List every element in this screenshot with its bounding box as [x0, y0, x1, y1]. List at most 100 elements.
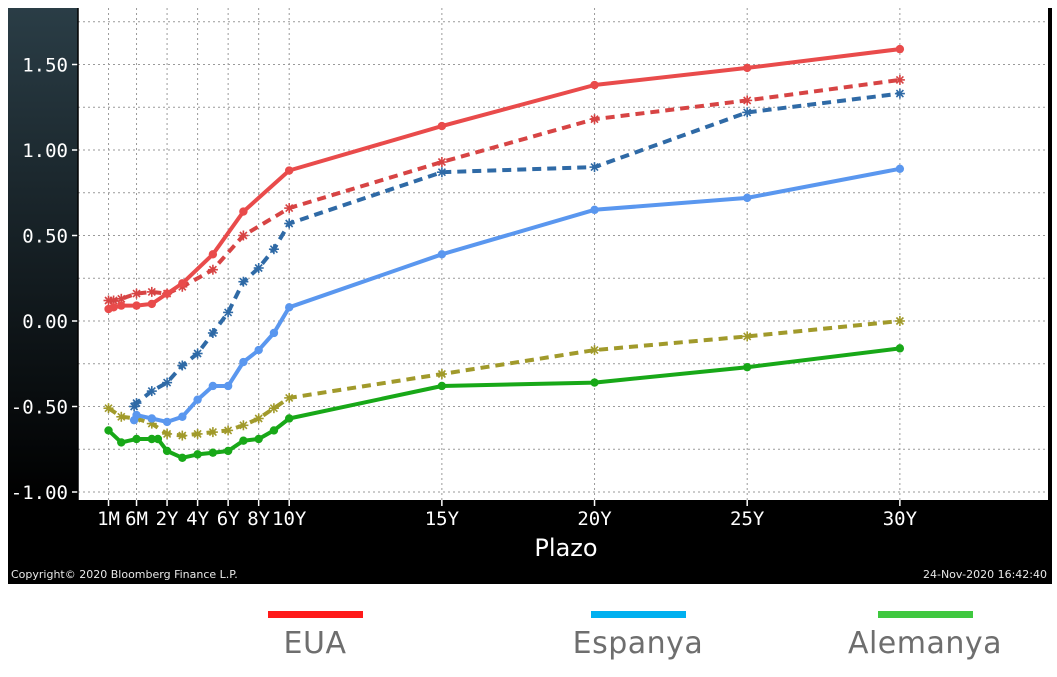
y-tick: 1.50 — [22, 55, 78, 77]
series-line — [132, 91, 901, 408]
data-point — [284, 392, 295, 403]
marker-stroke — [285, 204, 294, 213]
marker-stroke — [178, 431, 187, 440]
data-point — [147, 299, 156, 309]
marker-stroke — [208, 428, 217, 437]
data-point — [238, 276, 249, 287]
marker-stroke — [254, 414, 263, 423]
data-point — [207, 427, 218, 438]
data-point — [116, 293, 127, 304]
marker-stroke — [178, 361, 187, 370]
legend-label-alemanya: Alemanya — [847, 626, 1003, 661]
y-tick-label: -0.50 — [11, 397, 68, 419]
data-point — [146, 386, 157, 397]
y-axis-panel — [8, 8, 78, 500]
data-point — [254, 345, 263, 355]
data-point — [208, 250, 218, 259]
data-point — [436, 157, 447, 167]
x-axis-title: Plazo — [534, 534, 597, 562]
x-tick-label: 4Y — [186, 508, 209, 530]
data-point — [177, 360, 188, 371]
yield-curve-chart: -1.00-0.500.000.501.001.50 1M 6M 2Y 4Y 6Y 8Y 1… — [8, 8, 1048, 581]
data-point — [285, 166, 294, 175]
data-point — [178, 279, 187, 288]
data-point — [742, 107, 753, 118]
marker-stroke — [239, 231, 248, 240]
data-point — [132, 434, 141, 444]
marker-stroke — [743, 108, 752, 117]
data-point — [162, 428, 173, 439]
marker-stroke — [104, 404, 113, 413]
data-point — [589, 114, 600, 125]
data-point — [131, 398, 142, 409]
marker-stroke — [895, 75, 904, 84]
marker-stroke — [895, 316, 904, 326]
x-tick-label: 20Y — [577, 508, 612, 530]
marker-stroke — [117, 412, 126, 421]
data-point — [742, 331, 753, 342]
data-point — [147, 414, 156, 423]
data-point — [207, 328, 218, 338]
plot-area — [78, 8, 1048, 500]
data-point — [162, 377, 173, 388]
data-point — [207, 264, 218, 275]
data-point — [284, 203, 295, 214]
x-axis: 1M 6M 2Y 4Y 6Y 8Y 10Y 15Y 20Y 25Y 30Y — [97, 500, 918, 530]
series-espanya — [129, 164, 905, 427]
marker-stroke — [147, 287, 156, 296]
marker-stroke — [437, 157, 446, 167]
data-point — [223, 307, 234, 318]
data-point — [268, 403, 279, 414]
x-tick-label: 6M — [125, 508, 148, 530]
data-point — [253, 413, 264, 424]
data-point — [895, 164, 905, 174]
data-point — [743, 362, 752, 372]
data-point — [192, 348, 203, 359]
series-line — [108, 77, 901, 303]
series-alemanya_prev — [103, 316, 905, 441]
x-tick-label: 30Y — [883, 508, 918, 530]
x-tick-label: 6Y — [217, 508, 240, 530]
marker-stroke — [743, 332, 752, 341]
copyright-text: Copyright© 2020 Bloomberg Finance L.P. — [11, 568, 238, 581]
marker-stroke — [743, 96, 752, 105]
y-tick-label: 0.50 — [22, 226, 68, 248]
data-point — [239, 207, 248, 216]
legend-label-eua: EUA — [283, 626, 347, 661]
legend-item-eua: EUA — [225, 605, 405, 661]
data-point — [437, 381, 447, 391]
data-point — [162, 417, 172, 427]
marker-stroke — [254, 263, 263, 273]
data-point — [269, 328, 279, 338]
data-point — [239, 436, 248, 445]
data-point — [132, 410, 141, 420]
marker-stroke — [147, 387, 156, 396]
chart-panel: -1.00 -0.50 0.00 0.50 1.00 1.50 1M 6M 2Y 4Y 6Y 8Y 1… — [8, 8, 1052, 584]
data-point — [285, 414, 294, 423]
y-tick: 0.50 — [22, 226, 78, 248]
data-point — [193, 395, 202, 404]
y-tick-label: 1.00 — [22, 140, 68, 162]
y-tick: 1.00 — [22, 140, 78, 162]
data-point — [223, 425, 234, 436]
data-point — [192, 428, 203, 439]
marker-stroke — [163, 378, 172, 387]
data-point — [253, 263, 264, 273]
series-eua — [104, 44, 905, 314]
data-point — [104, 426, 113, 435]
data-point — [436, 369, 447, 379]
marker-stroke — [239, 421, 248, 430]
marker-stroke — [437, 168, 446, 177]
marker-stroke — [163, 429, 172, 438]
marker-stroke — [437, 369, 446, 379]
marker-stroke — [132, 289, 141, 298]
marker-stroke — [208, 328, 217, 338]
data-point — [743, 193, 752, 203]
y-tick: -1.00 — [11, 482, 78, 504]
marker-stroke — [193, 349, 202, 358]
y-tick-label: 0.00 — [22, 311, 68, 333]
data-point — [590, 378, 599, 387]
marker-stroke — [590, 163, 599, 172]
data-point — [238, 230, 249, 241]
marker-stroke — [895, 89, 904, 98]
